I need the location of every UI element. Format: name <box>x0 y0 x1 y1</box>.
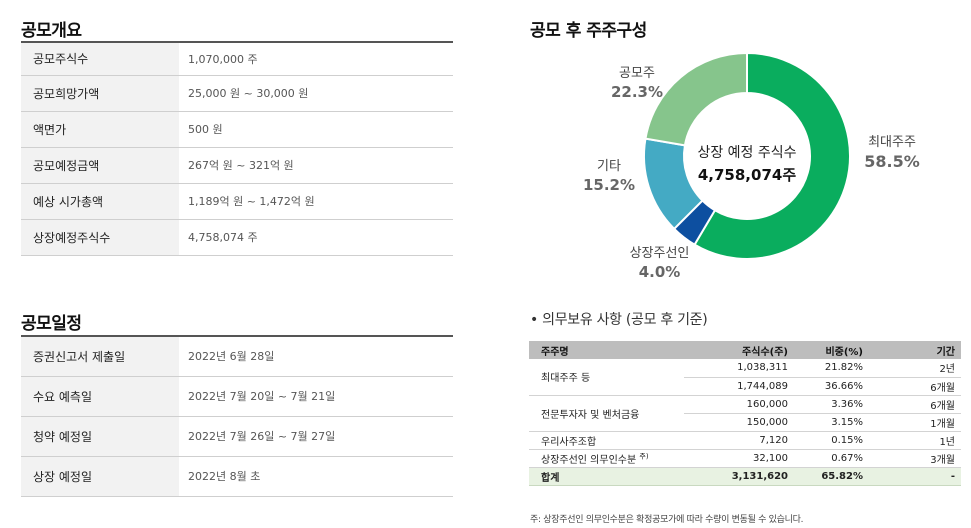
shares-cell: 7,120 <box>684 431 794 450</box>
table-row: 최대주주 등 1,038,311 21.82% 2년 <box>529 359 961 396</box>
chart-title: 공모 후 주주구성 <box>530 21 647 41</box>
slice-label-underwriter: 상장주선인 4.0% <box>602 244 717 282</box>
table-row: 액면가 500 원 <box>21 111 453 148</box>
table-row: 우리사주조합 7,120 0.15% 1년 <box>529 431 961 450</box>
total-shares: 3,131,620 <box>684 467 794 486</box>
row-value: 1,189억 원 ~ 1,472억 원 <box>179 183 453 220</box>
ratio-cell: 21.82% <box>794 359 869 378</box>
row-value: 2022년 8월 초 <box>179 456 453 497</box>
ratio-cell: 36.66% <box>794 377 869 396</box>
period-cell: 3개월 <box>869 449 961 468</box>
period-cell: 1개월 <box>869 413 961 432</box>
row-value: 25,000 원 ~ 30,000 원 <box>179 75 453 112</box>
row-value: 500 원 <box>179 111 453 148</box>
shares-cell: 150,000 <box>684 413 794 432</box>
table-row: 증권신고서 제출일 2022년 6월 28일 <box>21 336 453 377</box>
row-label: 공모주식수 <box>21 42 179 76</box>
footnote-mark: 주) <box>639 452 649 461</box>
row-value: 4,758,074 주 <box>179 219 453 256</box>
period-cell: 6개월 <box>869 377 961 396</box>
ratio-cell: 0.67% <box>794 449 869 468</box>
donut-slice-3 <box>644 51 748 147</box>
slice-name: 공모주 <box>619 66 655 81</box>
footnote: 주: 상장주선인 의무인수분은 확정공모가에 따라 수량이 변동될 수 있습니다… <box>530 515 804 525</box>
shares-cell: 32,100 <box>684 449 794 468</box>
shareholder-donut-chart <box>643 51 851 260</box>
period-cell: 2년 <box>869 359 961 378</box>
schedule-table: 증권신고서 제출일 2022년 6월 28일 수요 예측일 2022년 7월 20일… <box>21 335 453 497</box>
row-label: 증권신고서 제출일 <box>21 336 179 377</box>
center-value: 4,758,074주 <box>697 166 797 184</box>
slice-label-public: 공모주 22.3% <box>592 64 682 102</box>
ratio-cell: 3.15% <box>794 413 869 432</box>
holder-name: 최대주주 등 <box>529 359 684 396</box>
slice-name: 기타 <box>597 159 621 174</box>
center-label: 상장 예정 주식수 <box>697 145 797 161</box>
header-name: 주주명 <box>529 341 684 359</box>
ratio-cell: 3.36% <box>794 395 869 414</box>
row-value: 1,070,000 주 <box>179 42 453 76</box>
period-cell: 1년 <box>869 431 961 450</box>
table-header-row: 주주명 주식수(주) 비중(%) 기간 <box>529 341 961 359</box>
donut-slice-0 <box>693 51 851 260</box>
table-row: 공모주식수 1,070,000 주 <box>21 42 453 76</box>
schedule-title: 공모일정 <box>21 314 82 334</box>
period-cell: 6개월 <box>869 395 961 414</box>
shares-cell: 1,038,311 <box>684 359 794 378</box>
row-value: 2022년 7월 26일 ~ 7월 27일 <box>179 416 453 457</box>
row-label: 공모예정금액 <box>21 147 179 184</box>
slice-label-largest: 최대주주 58.5% <box>847 133 937 171</box>
lockup-title: • 의무보유 사항 (공모 후 기준) <box>530 312 708 328</box>
slice-percent: 4.0% <box>638 263 681 281</box>
header-period: 기간 <box>869 341 961 359</box>
shares-cell: 1,744,089 <box>684 377 794 396</box>
table-row: 상장예정주식수 4,758,074 주 <box>21 219 453 256</box>
row-label: 공모희망가액 <box>21 75 179 112</box>
table-row: 공모예정금액 267억 원 ~ 321억 원 <box>21 147 453 184</box>
row-label: 액면가 <box>21 111 179 148</box>
total-row: 합계 3,131,620 65.82% - <box>529 467 961 486</box>
slice-name: 상장주선인 <box>629 246 690 261</box>
row-value: 267억 원 ~ 321억 원 <box>179 147 453 184</box>
row-value: 2022년 7월 20일 ~ 7월 21일 <box>179 376 453 417</box>
header-shares: 주식수(주) <box>684 341 794 359</box>
overview-table: 공모주식수 1,070,000 주 공모희망가액 25,000 원 ~ 30,000… <box>21 41 453 256</box>
holder-name: 상장주선인 의무인수분 주) <box>529 449 684 468</box>
shares-cell: 160,000 <box>684 395 794 414</box>
donut-center: 상장 예정 주식수 4,758,074주 <box>672 142 822 185</box>
overview-title: 공모개요 <box>21 21 82 41</box>
table-row: 1,744,089 36.66% 6개월 <box>529 377 961 396</box>
total-label: 합계 <box>529 467 684 486</box>
table-row: 150,000 3.15% 1개월 <box>529 413 961 432</box>
slice-percent: 15.2% <box>582 176 636 194</box>
row-value: 2022년 6월 28일 <box>179 336 453 377</box>
slice-percent: 22.3% <box>610 83 664 101</box>
holder-name: 우리사주조합 <box>529 431 684 450</box>
total-ratio: 65.82% <box>794 467 869 486</box>
holder-name: 전문투자자 및 벤처금융 <box>529 395 684 432</box>
row-label: 수요 예측일 <box>21 376 179 417</box>
row-label: 상장 예정일 <box>21 456 179 497</box>
total-period: - <box>869 467 961 486</box>
lockup-table: 주주명 주식수(주) 비중(%) 기간 최대주주 등 1,038,311 21.… <box>529 341 961 486</box>
ratio-cell: 0.15% <box>794 431 869 450</box>
row-label: 상장예정주식수 <box>21 219 179 256</box>
holder-name-text: 상장주선인 의무인수분 <box>541 454 637 466</box>
table-row: 수요 예측일 2022년 7월 20일 ~ 7월 21일 <box>21 376 453 417</box>
table-row: 청약 예정일 2022년 7월 26일 ~ 7월 27일 <box>21 416 453 457</box>
table-row: 공모희망가액 25,000 원 ~ 30,000 원 <box>21 75 453 112</box>
slice-name: 최대주주 <box>868 135 916 150</box>
header-ratio: 비중(%) <box>794 341 869 359</box>
table-row: 예상 시가총액 1,189억 원 ~ 1,472억 원 <box>21 183 453 220</box>
row-label: 예상 시가총액 <box>21 183 179 220</box>
table-row: 전문투자자 및 벤처금융 160,000 3.36% 6개월 <box>529 395 961 432</box>
slice-percent: 58.5% <box>864 152 920 171</box>
table-row: 상장주선인 의무인수분 주) 32,100 0.67% 3개월 <box>529 449 961 468</box>
row-label: 청약 예정일 <box>21 416 179 457</box>
table-row: 상장 예정일 2022년 8월 초 <box>21 456 453 497</box>
slice-label-other: 기타 15.2% <box>564 157 654 195</box>
